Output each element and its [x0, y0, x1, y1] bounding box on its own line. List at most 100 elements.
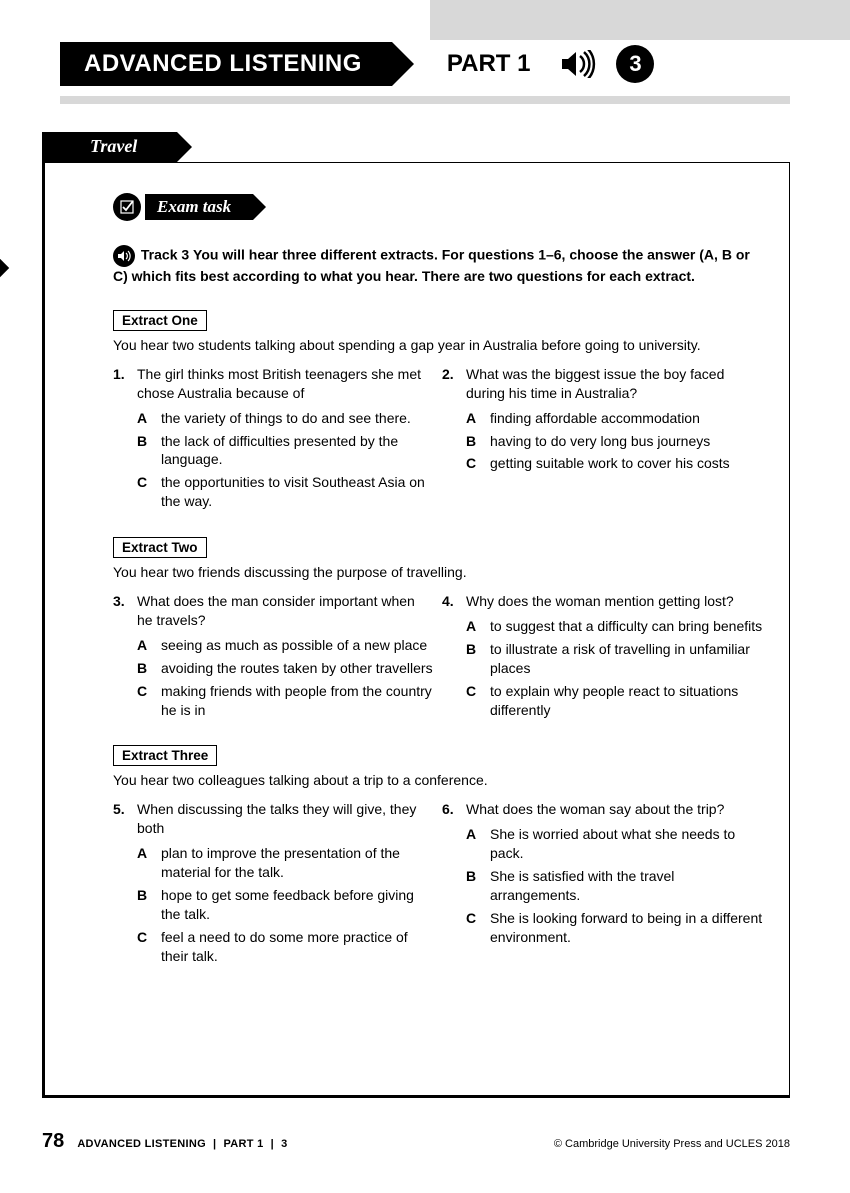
answer-option[interactable]: CShe is looking forward to being in a di… [442, 909, 763, 947]
question: 3.What does the man consider important w… [113, 592, 434, 630]
option-letter: B [466, 867, 490, 905]
question-stem: What does the woman say about the trip? [466, 800, 763, 819]
answer-option[interactable]: Bto illustrate a risk of travelling in u… [442, 640, 763, 678]
option-text: She is worried about what she needs to p… [490, 825, 763, 863]
question-number: 3. [113, 592, 137, 630]
page-number: 78 [42, 1130, 64, 1152]
option-text: the variety of things to do and see ther… [161, 409, 434, 428]
question-number: 4. [442, 592, 466, 611]
option-text: hope to get some feedback before giving … [161, 886, 434, 924]
header-divider [60, 96, 790, 104]
extract-intro: You hear two colleagues talking about a … [113, 772, 763, 788]
footer-section: ADVANCED LISTENING [77, 1138, 206, 1150]
option-letter: B [137, 659, 161, 678]
option-letter: A [137, 409, 161, 428]
extract-block: Extract Two You hear two friends discussi… [113, 537, 763, 723]
answer-option[interactable]: Aplan to improve the presentation of the… [113, 844, 434, 882]
exam-task-label: Exam task [145, 194, 253, 220]
option-text: plan to improve the presentation of the … [161, 844, 434, 882]
answer-option[interactable]: Bavoiding the routes taken by other trav… [113, 659, 434, 678]
answer-option[interactable]: Athe variety of things to do and see the… [113, 409, 434, 428]
exam-task-header: Exam task [113, 193, 763, 221]
topic-tab: Travel [42, 132, 177, 162]
answer-option[interactable]: BShe is satisfied with the travel arrang… [442, 867, 763, 905]
question-number: 5. [113, 800, 137, 838]
header-number-circle: 3 [616, 45, 654, 83]
option-letter: C [466, 454, 490, 473]
option-text: to illustrate a risk of travelling in un… [490, 640, 763, 678]
question: 1.The girl thinks most British teenagers… [113, 365, 434, 403]
option-text: finding affordable accommodation [490, 409, 763, 428]
option-letter: A [137, 636, 161, 655]
answer-option[interactable]: Cgetting suitable work to cover his cost… [442, 454, 763, 473]
option-letter: A [466, 825, 490, 863]
content-frame: Exam task Track 3 You will hear three di… [42, 162, 790, 1098]
answer-option[interactable]: Cmaking friends with people from the cou… [113, 682, 434, 720]
question-number: 2. [442, 365, 466, 403]
extract-label: Extract One [113, 310, 207, 331]
header-gray-block [430, 0, 850, 40]
option-text: She is looking forward to being in a dif… [490, 909, 763, 947]
audio-icon [560, 50, 596, 78]
question-stem: The girl thinks most British teenagers s… [137, 365, 434, 403]
question: 5.When discussing the talks they will gi… [113, 800, 434, 838]
option-letter: A [137, 844, 161, 882]
extract-label: Extract Two [113, 537, 207, 558]
page-footer: 78 ADVANCED LISTENING | PART 1 | 3 © Cam… [42, 1130, 790, 1153]
question: 2.What was the biggest issue the boy fac… [442, 365, 763, 403]
answer-option[interactable]: Cfeel a need to do some more practice of… [113, 928, 434, 966]
track-label: Track 3 [141, 247, 189, 263]
option-letter: B [466, 432, 490, 451]
copyright: © Cambridge University Press and UCLES 2… [554, 1138, 790, 1150]
option-text: seeing as much as possible of a new plac… [161, 636, 434, 655]
option-text: the lack of difficulties presented by th… [161, 432, 434, 470]
instructions-text: You will hear three different extracts. … [113, 247, 750, 284]
option-letter: C [137, 682, 161, 720]
question: 4.Why does the woman mention getting los… [442, 592, 763, 611]
footer-part: PART 1 [223, 1138, 263, 1150]
option-text: making friends with people from the coun… [161, 682, 434, 720]
answer-option[interactable]: AShe is worried about what she needs to … [442, 825, 763, 863]
option-text: avoiding the routes taken by other trave… [161, 659, 434, 678]
option-text: having to do very long bus journeys [490, 432, 763, 451]
option-letter: B [137, 432, 161, 470]
question-stem: When discussing the talks they will give… [137, 800, 434, 838]
question-number: 1. [113, 365, 137, 403]
option-text: She is satisfied with the travel arrange… [490, 867, 763, 905]
option-letter: B [137, 886, 161, 924]
option-letter: C [137, 928, 161, 966]
answer-option[interactable]: Cto explain why people react to situatio… [442, 682, 763, 720]
answer-option[interactable]: Bhaving to do very long bus journeys [442, 432, 763, 451]
answer-option[interactable]: Ato suggest that a difficulty can bring … [442, 617, 763, 636]
option-letter: B [466, 640, 490, 678]
answer-option[interactable]: Bthe lack of difficulties presented by t… [113, 432, 434, 470]
option-text: getting suitable work to cover his costs [490, 454, 763, 473]
answer-option[interactable]: Cthe opportunities to visit Southeast As… [113, 473, 434, 511]
footer-num: 3 [281, 1138, 287, 1150]
page-header: ADVANCED LISTENING PART 1 3 [60, 42, 654, 86]
answer-option[interactable]: Aseeing as much as possible of a new pla… [113, 636, 434, 655]
option-text: to suggest that a difficulty can bring b… [490, 617, 763, 636]
option-letter: C [466, 682, 490, 720]
option-text: feel a need to do some more practice of … [161, 928, 434, 966]
extract-intro: You hear two students talking about spen… [113, 337, 763, 353]
checkmark-icon [113, 193, 141, 221]
header-title: ADVANCED LISTENING [60, 42, 392, 86]
task-instructions: Track 3 You will hear three different ex… [113, 245, 763, 286]
option-text: to explain why people react to situation… [490, 682, 763, 720]
extract-block: Extract Three You hear two colleagues tal… [113, 745, 763, 969]
answer-option[interactable]: Afinding affordable accommodation [442, 409, 763, 428]
extract-block: Extract One You hear two students talking… [113, 310, 763, 515]
option-text: the opportunities to visit Southeast Asi… [161, 473, 434, 511]
option-letter: A [466, 409, 490, 428]
answer-option[interactable]: Bhope to get some feedback before giving… [113, 886, 434, 924]
question: 6.What does the woman say about the trip… [442, 800, 763, 819]
extract-label: Extract Three [113, 745, 217, 766]
question-stem: What was the biggest issue the boy faced… [466, 365, 763, 403]
question-stem: What does the man consider important whe… [137, 592, 434, 630]
question-number: 6. [442, 800, 466, 819]
speaker-icon [113, 245, 135, 267]
extract-intro: You hear two friends discussing the purp… [113, 564, 763, 580]
question-stem: Why does the woman mention getting lost? [466, 592, 763, 611]
option-letter: C [137, 473, 161, 511]
